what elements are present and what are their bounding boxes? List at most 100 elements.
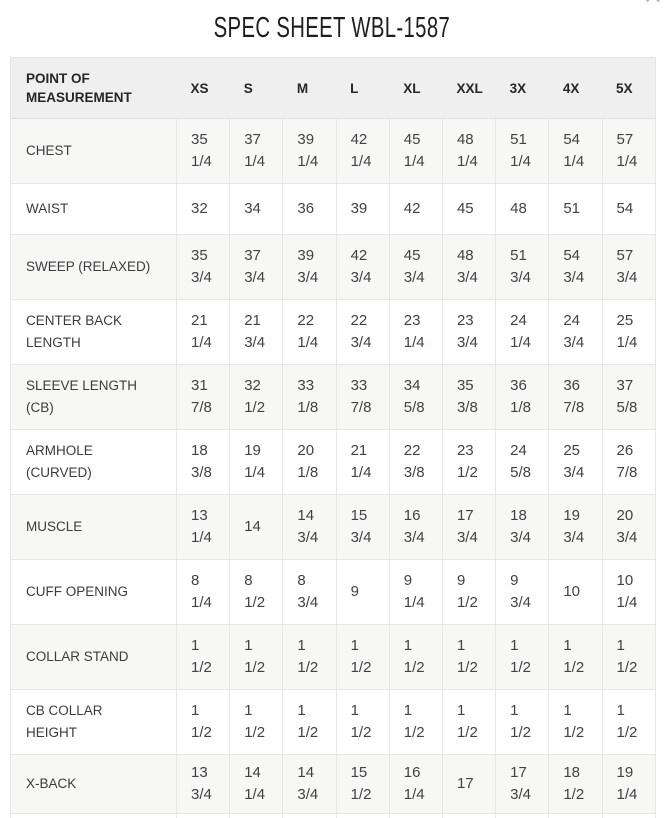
size-value-cell: 9 — [335, 559, 390, 625]
size-value-cell: 1 1/2 — [175, 624, 231, 690]
column-header-3x: 3X — [495, 57, 549, 119]
column-header-l: L — [336, 57, 390, 119]
size-value-cell: 1 1/2 — [495, 624, 550, 690]
size-value-cell: 57 1/4 — [601, 118, 656, 184]
size-value-cell: 14 3/4 — [282, 494, 337, 560]
table-row: CENTER BACK LENGTH 21 1/4 21 3/4 22 1/4 … — [10, 299, 656, 365]
size-value-cell: 8 1/2 — [229, 559, 284, 625]
size-value-cell: 23 1/2 — [441, 429, 497, 495]
size-value-cell: 10 1/4 — [601, 559, 656, 625]
row-label: MUSCLE — [10, 494, 177, 560]
size-value-cell: 34 5/8 — [388, 364, 443, 430]
row-label: CHEST — [10, 118, 177, 184]
size-value-cell: 45 — [441, 183, 497, 235]
size-value-cell: 13 3/4 — [175, 754, 231, 814]
table-row: CUFF OPENING 8 1/4 8 1/2 8 3/4 9 9 1/4 9… — [10, 559, 656, 625]
size-value-cell: 13 1/4 — [175, 494, 231, 560]
size-value-cell: 9 3/4 — [495, 559, 550, 625]
size-value-cell: 19 3/4 — [548, 494, 603, 560]
table-row: ARMHOLE (CURVED) 18 3/8 19 1/4 20 1/8 21… — [10, 429, 656, 495]
size-value-cell: 42 3/4 — [335, 234, 390, 300]
size-value-cell: 39 — [335, 183, 390, 235]
size-value-cell: 32 — [175, 183, 231, 235]
size-value-cell: 35 3/4 — [175, 234, 231, 300]
size-value-cell: 24 5/8 — [495, 429, 550, 495]
page-title: SPEC SHEET WBL-1587 — [213, 12, 451, 44]
table-row: SLEEVE LENGTH (CB) 31 7/8 32 1/2 33 1/8 … — [10, 364, 656, 430]
size-value-cell: 16 3/4 — [388, 494, 443, 560]
size-value-cell: 1 1/2 — [548, 689, 603, 755]
size-value-cell: 22 1/4 — [282, 299, 337, 365]
size-value-cell: 51 — [548, 183, 603, 235]
table-row: X-BACK 13 3/4 14 1/4 14 3/4 15 1/2 16 1/… — [10, 754, 656, 814]
row-label: CB COLLAR HEIGHT — [10, 689, 177, 755]
size-value-cell: 34 — [229, 183, 284, 235]
table-row: SWEEP (RELAXED) 35 3/4 37 3/4 39 3/4 42 … — [10, 234, 656, 300]
size-value-cell: 17 3/4 — [495, 754, 550, 814]
size-value-cell: 18 3/8 — [175, 429, 231, 495]
table-row: CB COLLAR HEIGHT 1 1/2 1 1/2 1 1/2 1 1/2… — [10, 689, 656, 755]
size-value-cell: 20 3/4 — [601, 494, 656, 560]
size-value-cell: 8 3/4 — [282, 559, 337, 625]
size-value-cell: 32 1/2 — [229, 364, 284, 430]
size-value-cell: 1 1/2 — [229, 624, 284, 690]
size-value-cell: 1 1/2 — [441, 624, 497, 690]
column-header-xl: XL — [389, 57, 443, 119]
size-value-cell: 20 1/8 — [282, 429, 337, 495]
column-header-s: S — [229, 57, 283, 119]
row-label: X-BACK — [10, 754, 177, 814]
size-value-cell: 42 — [388, 183, 443, 235]
row-label: ARMHOLE (CURVED) — [10, 429, 177, 495]
column-header-point-of-measurement: POINT OF MEASUREMENT — [10, 57, 177, 119]
size-value-cell: 1 1/2 — [601, 624, 656, 690]
table-row: CHEST 35 1/4 37 1/4 39 1/4 42 1/4 45 1/4… — [10, 118, 656, 184]
size-value-cell: 39 3/4 — [282, 234, 337, 300]
size-value-cell: 22 3/4 — [335, 299, 390, 365]
size-value-cell: 1 1/2 — [282, 624, 337, 690]
size-value-cell: 23 3/4 — [441, 299, 497, 365]
size-value-cell: 1 1/2 — [495, 689, 550, 755]
size-value-cell: 24 1/4 — [495, 299, 550, 365]
size-value-cell: 35 3/8 — [441, 364, 497, 430]
size-value-cell: 21 3/4 — [229, 299, 284, 365]
table-row: MUSCLE 13 1/4 14 14 3/4 15 3/4 16 3/4 17… — [10, 494, 656, 560]
size-value-cell: 21 1/4 — [335, 429, 390, 495]
size-value-cell: 9 1/2 — [441, 559, 497, 625]
size-value-cell: 19 1/4 — [229, 429, 284, 495]
column-header-4x: 4X — [548, 57, 602, 119]
size-value-cell: 45 3/4 — [388, 234, 443, 300]
size-value-cell: 1 1/2 — [335, 624, 390, 690]
row-label: COLLAR STAND — [10, 624, 177, 690]
size-value-cell: 54 1/4 — [548, 118, 603, 184]
size-value-cell: 37 5/8 — [601, 364, 656, 430]
size-value-cell: 1 1/2 — [441, 689, 497, 755]
size-value-cell: 10 — [548, 559, 603, 625]
size-value-cell: 31 7/8 — [175, 364, 231, 430]
size-value-cell: 15 3/4 — [335, 494, 390, 560]
spec-sheet-table: POINT OF MEASUREMENT XS S M L XL XXL 3X … — [10, 57, 656, 818]
size-value-cell: 57 3/4 — [601, 234, 656, 300]
size-value-cell: 18 1/2 — [548, 754, 603, 814]
size-value-cell: 14 1/4 — [229, 754, 284, 814]
table-row-partial — [10, 813, 656, 818]
size-value-cell: 51 3/4 — [495, 234, 550, 300]
size-value-cell: 1 1/2 — [282, 689, 337, 755]
size-value-cell: 48 3/4 — [441, 234, 497, 300]
size-value-cell: 14 3/4 — [282, 754, 337, 814]
row-label: CENTER BACK LENGTH — [10, 299, 177, 365]
size-value-cell: 21 1/4 — [175, 299, 231, 365]
column-header-m: M — [282, 57, 337, 119]
size-value-cell: 15 1/2 — [335, 754, 390, 814]
size-value-cell: 48 — [495, 183, 550, 235]
size-value-cell: 9 1/4 — [388, 559, 443, 625]
close-icon[interactable]: ✕ — [643, 0, 663, 9]
size-value-cell: 37 3/4 — [229, 234, 284, 300]
size-value-cell: 37 1/4 — [229, 118, 284, 184]
table-header-row: POINT OF MEASUREMENT XS S M L XL XXL 3X … — [10, 57, 656, 119]
size-value-cell: 1 1/2 — [388, 624, 443, 690]
size-value-cell: 1 1/2 — [388, 689, 443, 755]
size-value-cell: 19 1/4 — [601, 754, 656, 814]
row-label: SWEEP (RELAXED) — [10, 234, 177, 300]
column-header-xxl: XXL — [442, 57, 496, 119]
size-value-cell: 33 7/8 — [335, 364, 390, 430]
